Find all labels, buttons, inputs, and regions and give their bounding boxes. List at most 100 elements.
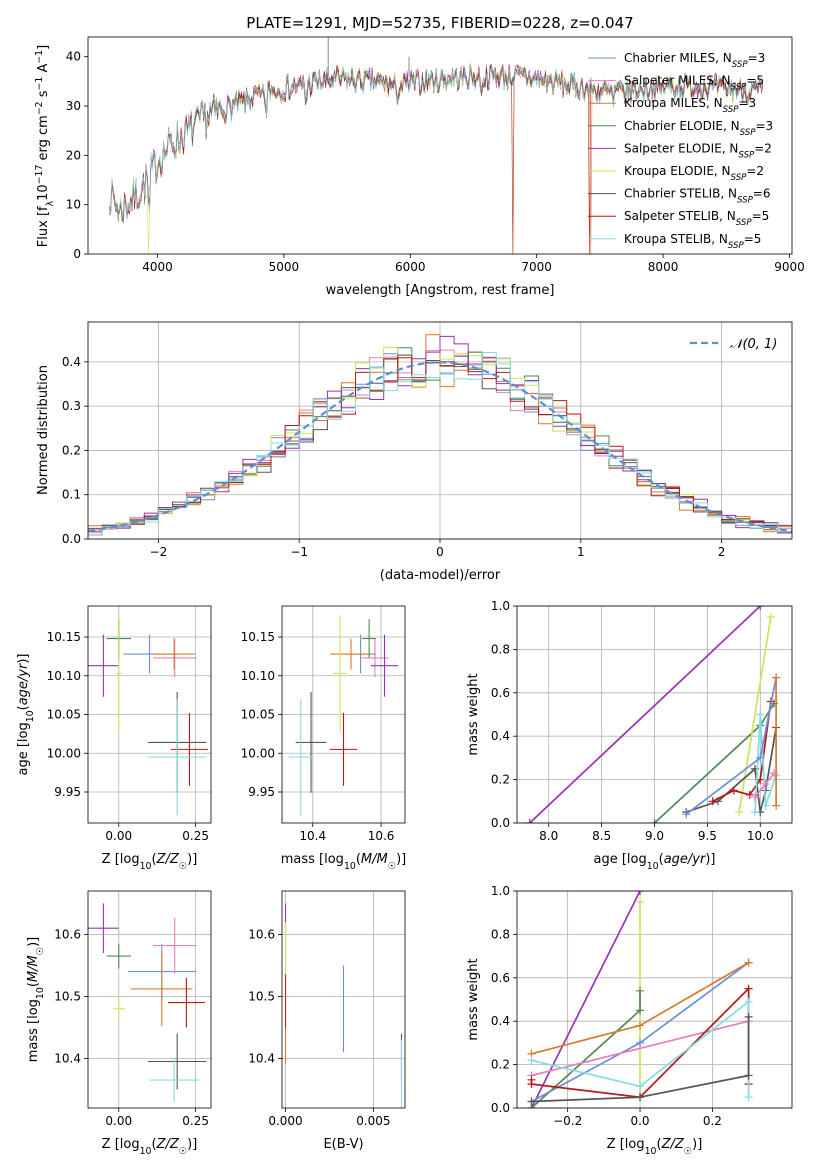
errorbar-point (147, 699, 207, 816)
x-tick-label: 0.0 (630, 1114, 649, 1128)
spectrum-line (109, 65, 764, 219)
y-tick-label: 10.5 (248, 989, 275, 1003)
axes-frame (281, 890, 406, 1109)
y-tick-label: 10.05 (241, 708, 275, 722)
y-axis-label: mass weight (466, 958, 481, 1040)
x-axis-label: E(B-V) (323, 1137, 363, 1152)
x-tick-label: 0.25 (182, 829, 209, 843)
x-tick-label: 5000 (269, 260, 300, 274)
weight-marker (636, 1038, 645, 1047)
weight-line (738, 616, 772, 813)
axes-frame (281, 605, 406, 824)
x-tick-label: 0.000 (268, 1114, 302, 1128)
y-tick-label: 0.0 (491, 816, 510, 830)
errorbar-point (147, 1033, 207, 1090)
errorbar-point (112, 996, 125, 1022)
axes-frame (87, 890, 212, 1109)
y-tick-label: 9.95 (54, 785, 81, 799)
weight-line (531, 1016, 750, 1103)
weight-marker (744, 958, 753, 967)
x-tick-label: −2 (150, 545, 168, 559)
axes-frame (87, 321, 793, 540)
y-tick-label: 10.10 (47, 669, 81, 683)
weight-marker (729, 786, 738, 795)
weight-marker (527, 1080, 536, 1089)
errorbar-point (153, 917, 197, 974)
plot-area (527, 891, 753, 1108)
weight-marker (636, 897, 645, 906)
errorbar-point (153, 638, 197, 678)
y-tick-label: 1.0 (491, 599, 510, 613)
legend-label: Chabrier ELODIE, NSSP=3 (624, 119, 773, 138)
x-tick-label: 8.5 (592, 829, 611, 843)
errorbar-point (333, 615, 347, 732)
x-tick-label: 9.5 (698, 829, 717, 843)
weight-marker (527, 1056, 536, 1065)
weight-marker (527, 1097, 536, 1106)
x-tick-label: −0.2 (553, 1114, 582, 1128)
figure-title: PLATE=1291, MJD=52735, FIBERID=0228, z=0… (246, 14, 633, 32)
weight-marker (756, 753, 765, 762)
y-tick-label: 0.8 (491, 642, 510, 656)
y-tick-label: 10.4 (248, 1051, 275, 1065)
x-tick-label: 1 (577, 545, 585, 559)
y-tick-label: 0.4 (491, 729, 510, 743)
panel-mass_weight_vs_Z: −0.2 0.0 0.2 0.0 0.2 0.4 0.6 0.8 1.0 Z [log10(Z/Z… (466, 884, 793, 1157)
y-tick-label: 10 (66, 198, 81, 212)
x-tick-label: 10.6 (368, 829, 395, 843)
x-axis-label: mass [log10(M/M☉)] (281, 852, 407, 872)
panel-age_vs_mass: 10.4 10.6 9.95 10.00 10.05 10.10 10.15 mass [lo… (241, 605, 407, 872)
weight-marker (772, 673, 781, 682)
x-tick-label: 10.0 (747, 829, 774, 843)
weight-marker (525, 819, 534, 823)
y-tick-label: 0.2 (62, 443, 81, 457)
weight-marker (708, 797, 717, 806)
panel-mass_vs_Z: 0.00 0.25 10.4 10.5 10.6 Z [log10(Z/Z☉)] mass … (26, 890, 212, 1157)
legend-label: Kroupa ELODIE, NSSP=2 (624, 164, 764, 183)
x-tick-label: 6000 (395, 260, 426, 274)
weight-marker (636, 1093, 645, 1102)
weight-marker (756, 710, 765, 719)
x-tick-label: 0.2 (703, 1114, 722, 1128)
axes-frame (87, 36, 793, 255)
axes-frame (516, 890, 793, 1109)
x-tick-label: 8.0 (539, 829, 558, 843)
weight-line (530, 891, 641, 1108)
y-tick-label: 0.0 (62, 532, 81, 546)
weight-marker (744, 1012, 753, 1021)
errorbar-point (288, 699, 313, 816)
y-tick-label: 0.0 (491, 1101, 510, 1115)
weight-marker (761, 779, 770, 788)
weight-marker (756, 606, 765, 610)
y-tick-label: 10.00 (241, 746, 275, 760)
errorbar-point (362, 619, 376, 658)
axes-frame (516, 605, 793, 824)
weight-line (685, 677, 777, 815)
y-tick-label: 10.5 (54, 989, 81, 1003)
x-tick-label: 0.00 (105, 1114, 132, 1128)
plot-area (284, 903, 403, 1108)
y-tick-label: 10.4 (54, 1051, 81, 1065)
weight-marker (750, 808, 759, 817)
weight-marker (770, 769, 779, 778)
legend-label: Salpeter STELIB, NSSP=5 (624, 209, 769, 228)
weight-marker (636, 891, 645, 895)
weight-marker (744, 984, 753, 993)
panel-mass_vs_ebv: 0.000 0.005 10.4 10.5 10.6 E(B-V) (248, 890, 406, 1152)
y-tick-label: 10.15 (241, 630, 275, 644)
weight-line (529, 606, 761, 823)
weight-marker (636, 1006, 645, 1015)
y-tick-label: 10.05 (47, 708, 81, 722)
errorbar-point (149, 1058, 199, 1102)
y-axis-label: mass [log10(M/M☉)] (26, 937, 46, 1063)
x-tick-label: 0.00 (105, 829, 132, 843)
weight-marker (636, 1082, 645, 1091)
weight-marker (744, 1071, 753, 1080)
y-tick-label: 0.4 (491, 1014, 510, 1028)
weight-marker (745, 790, 754, 799)
weight-marker (761, 801, 770, 810)
y-tick-label: 40 (66, 50, 81, 64)
errorbar-point (171, 712, 208, 786)
x-tick-label: 0 (436, 545, 444, 559)
x-tick-label: 10.4 (299, 829, 326, 843)
